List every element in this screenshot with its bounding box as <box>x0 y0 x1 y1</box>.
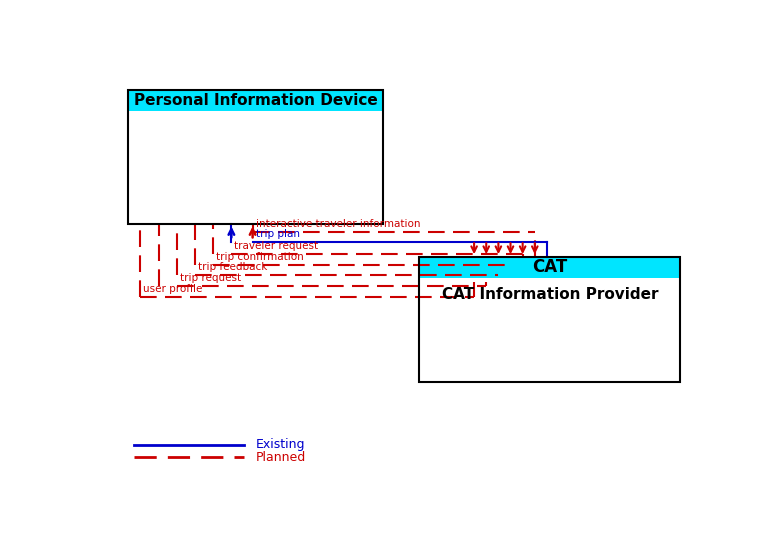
Text: interactive traveler information: interactive traveler information <box>256 219 420 229</box>
Text: trip confirmation: trip confirmation <box>216 251 304 262</box>
Text: Existing: Existing <box>256 438 305 451</box>
Text: Planned: Planned <box>256 451 306 464</box>
Text: trip plan: trip plan <box>256 229 300 240</box>
Text: traveler request: traveler request <box>234 241 319 251</box>
Bar <box>420 257 680 382</box>
Text: Personal Information Device: Personal Information Device <box>134 93 377 108</box>
Text: trip feedback: trip feedback <box>198 262 267 273</box>
Bar <box>128 90 383 224</box>
Text: user profile: user profile <box>143 284 203 294</box>
Text: CAT Information Provider: CAT Information Provider <box>442 287 659 302</box>
Text: trip request: trip request <box>180 273 241 283</box>
Bar <box>420 257 680 278</box>
Bar <box>128 90 383 111</box>
Text: CAT: CAT <box>532 259 568 276</box>
